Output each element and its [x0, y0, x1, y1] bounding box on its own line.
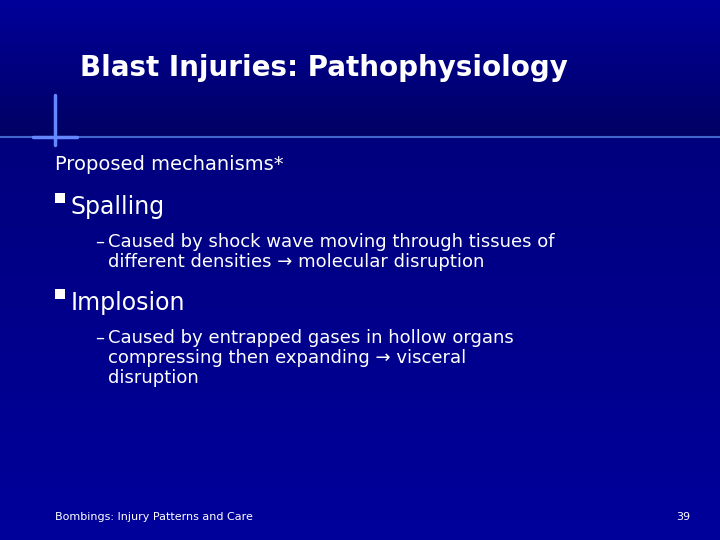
Text: Caused by shock wave moving through tissues of: Caused by shock wave moving through tiss… [108, 233, 554, 251]
Bar [0, 133, 720, 137]
Bar [0, 89, 720, 92]
Text: Bombings: Injury Patterns and Care: Bombings: Injury Patterns and Care [55, 512, 253, 522]
Bar [0, 62, 720, 65]
Bar [0, 288, 720, 298]
Bar [0, 167, 720, 177]
Bar [0, 157, 720, 167]
Bar [0, 439, 720, 449]
Text: Proposed mechanisms*: Proposed mechanisms* [55, 155, 284, 174]
Bar [0, 72, 720, 76]
Text: Spalling: Spalling [71, 195, 165, 219]
Bar [0, 349, 720, 359]
Bar [0, 359, 720, 369]
Bar [0, 278, 720, 288]
Bar [0, 500, 720, 510]
Bar [0, 147, 720, 157]
Text: different densities → molecular disruption: different densities → molecular disrupti… [108, 253, 485, 271]
Bar [0, 86, 720, 89]
Bar [0, 55, 720, 58]
Bar [0, 117, 720, 120]
Bar [0, 103, 720, 106]
Bar [0, 0, 720, 3]
Bar [0, 17, 720, 21]
Bar [0, 530, 720, 540]
Bar [0, 120, 720, 123]
Bar [0, 399, 720, 409]
Text: disruption: disruption [108, 369, 199, 387]
Bar [0, 510, 720, 520]
Bar [0, 123, 720, 127]
Bar [0, 51, 720, 55]
Bar [0, 218, 720, 228]
Bar [0, 110, 720, 113]
Bar [0, 58, 720, 62]
Bar [0, 3, 720, 7]
Bar [0, 69, 720, 72]
Bar [0, 187, 720, 198]
Bar [0, 429, 720, 439]
Bar [0, 369, 720, 379]
Bar [0, 106, 720, 110]
Text: –: – [95, 233, 104, 251]
Text: Implosion: Implosion [71, 291, 186, 315]
Bar [0, 228, 720, 238]
Bar [0, 113, 720, 117]
Bar [0, 319, 720, 328]
Bar [0, 409, 720, 419]
Bar [55, 193, 65, 203]
Bar [0, 177, 720, 187]
Bar [0, 96, 720, 99]
Bar [0, 389, 720, 399]
Bar [0, 339, 720, 349]
Bar [0, 419, 720, 429]
Bar [0, 24, 720, 28]
Bar [0, 127, 720, 130]
Bar [0, 44, 720, 48]
Bar [0, 469, 720, 480]
Bar [0, 92, 720, 96]
Bar [0, 298, 720, 308]
Bar [0, 308, 720, 319]
Bar [0, 258, 720, 268]
Bar [0, 248, 720, 258]
Bar [0, 520, 720, 530]
Bar [0, 238, 720, 248]
Bar [0, 82, 720, 86]
Bar [0, 79, 720, 82]
Bar [0, 21, 720, 24]
Bar [0, 137, 720, 147]
Bar [0, 328, 720, 339]
Bar [0, 99, 720, 103]
Bar [0, 130, 720, 133]
Bar [0, 207, 720, 218]
Text: –: – [95, 329, 104, 347]
Bar [0, 198, 720, 207]
Bar [0, 379, 720, 389]
Bar [0, 14, 720, 17]
Bar [0, 7, 720, 10]
Bar [0, 65, 720, 69]
Bar [0, 48, 720, 51]
Bar [0, 480, 720, 490]
Bar [0, 76, 720, 79]
Bar [55, 289, 65, 299]
Bar [0, 38, 720, 41]
Bar [0, 31, 720, 34]
Text: Caused by entrapped gases in hollow organs: Caused by entrapped gases in hollow orga… [108, 329, 514, 347]
Text: Blast Injuries: Pathophysiology: Blast Injuries: Pathophysiology [80, 55, 568, 83]
Bar [0, 28, 720, 31]
Bar [0, 449, 720, 460]
Bar [0, 460, 720, 469]
Bar [0, 268, 720, 278]
Bar [0, 41, 720, 44]
Bar [0, 490, 720, 500]
Bar [0, 10, 720, 14]
Bar [0, 34, 720, 38]
Text: 39: 39 [676, 512, 690, 522]
Text: compressing then expanding → visceral: compressing then expanding → visceral [108, 349, 467, 367]
